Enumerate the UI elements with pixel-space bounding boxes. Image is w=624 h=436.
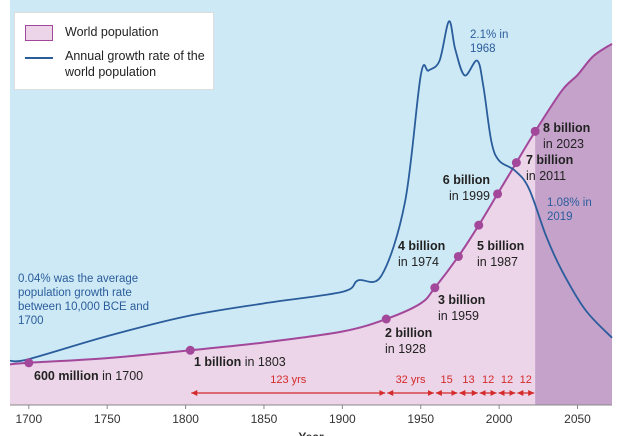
x-tick-label: 1900 (329, 412, 356, 426)
milestone-value: 1 billion (194, 355, 242, 369)
milestone-label: 5 billion in 1987 (477, 238, 524, 270)
milestone-label: 2 billion in 1928 (385, 325, 432, 357)
milestone-marker (474, 220, 484, 230)
milestone-marker (381, 314, 391, 324)
milestone-year: in 1803 (244, 355, 286, 369)
x-tick-label: 2000 (486, 412, 513, 426)
milestone-label: 3 billion in 1959 (438, 292, 485, 324)
milestone-value: 5 billion (477, 239, 525, 253)
legend-label: Annual growth rate of the world populati… (65, 49, 205, 79)
x-tick-label: 1750 (94, 412, 121, 426)
milestone-year: in 1959 (438, 309, 480, 323)
growth-line (9, 20, 613, 363)
x-tick-label: 1950 (407, 412, 434, 426)
milestone-value: 600 million (34, 369, 99, 383)
milestone-marker (493, 189, 503, 199)
area-fill (10, 43, 612, 405)
milestone-year: in 2023 (543, 137, 585, 151)
legend-label: World population (65, 25, 159, 39)
interval-label: 15 (440, 374, 453, 386)
milestone-year: in 1700 (102, 369, 144, 383)
legend-line (25, 57, 53, 59)
annotation: 2.1% in 1968 (470, 29, 509, 55)
milestone-year: in 1928 (385, 342, 427, 356)
interval-label: 123 yrs (270, 374, 307, 386)
milestone-label: 6 billion in 1999 (443, 172, 490, 204)
x-tick-label: 1700 (15, 412, 42, 426)
legend-swatch (25, 25, 53, 41)
milestone-value: 6 billion (442, 173, 490, 187)
milestone-year: in 1987 (477, 255, 519, 269)
milestone-value: 4 billion (398, 239, 446, 253)
milestone-year: in 2011 (526, 169, 567, 183)
milestone-value: 8 billion (543, 121, 591, 135)
x-axis-label: Year (298, 430, 324, 436)
milestone-value: 3 billion (438, 293, 486, 307)
milestone-marker (453, 251, 463, 261)
interval-label: 12 (482, 374, 495, 386)
population-line (9, 42, 613, 366)
x-tick-label: 2050 (564, 412, 591, 426)
milestone-label: 600 million in 1700 (34, 368, 143, 384)
interval-label: 12 (500, 374, 514, 386)
milestone-label: 1 billion in 1803 (194, 354, 286, 370)
milestone-label: 7 billion in 2011 (526, 152, 573, 184)
annotation: 0.04% was the average population growth … (18, 273, 150, 327)
milestone-marker (185, 345, 195, 355)
milestone-marker (24, 358, 34, 368)
legend: World population Annual growth rate of t… (14, 12, 214, 90)
milestone-year: in 1974 (398, 255, 440, 269)
x-tick-label: 1850 (251, 412, 278, 426)
milestone-value: 2 billion (385, 326, 433, 340)
interval-label: 32 yrs (395, 374, 426, 386)
interval-label: 12 (519, 374, 532, 386)
milestone-year: in 1999 (448, 189, 490, 203)
milestone-label: 4 billion in 1974 (398, 238, 445, 270)
milestone-value: 7 billion (526, 153, 574, 167)
milestone-label: 8 billion in 2023 (543, 120, 590, 152)
annotation: 1.08% in 2019 (547, 197, 592, 223)
interval-label: 13 (462, 374, 475, 386)
milestone-marker (511, 158, 521, 168)
milestone-marker (530, 126, 540, 136)
x-tick-label: 1800 (172, 412, 199, 426)
milestone-marker (430, 283, 440, 293)
